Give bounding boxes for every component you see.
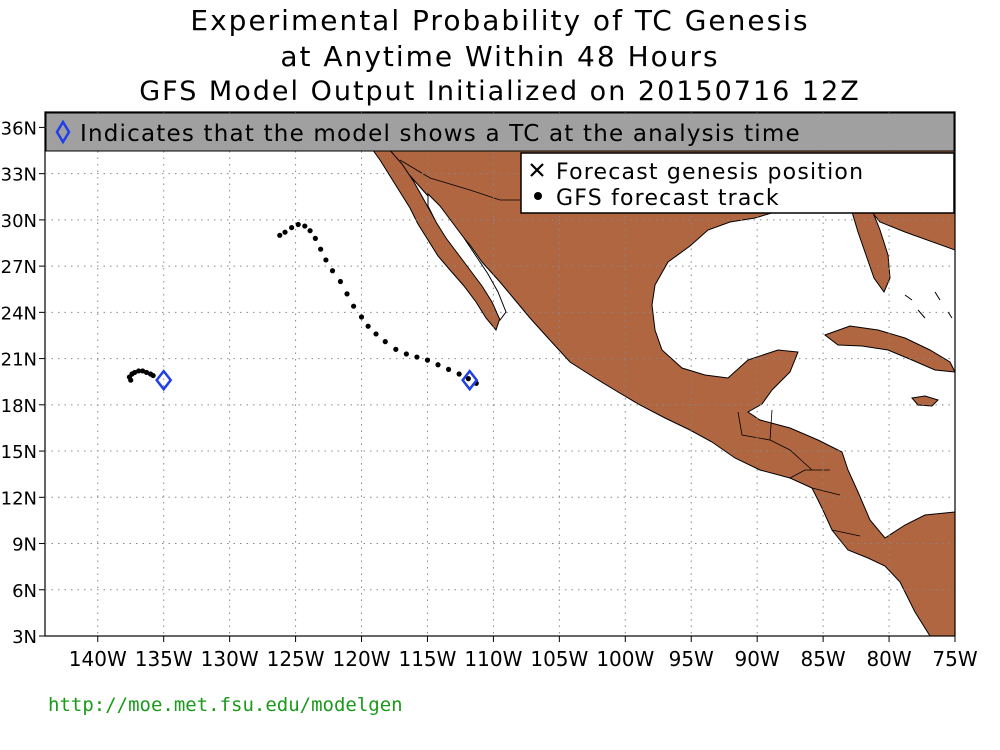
track-point: [358, 314, 365, 320]
land-jamaica: [911, 395, 939, 407]
title-line-3: GFS Model Output Initialized on 20150716…: [139, 76, 861, 107]
lat-tick-label: 9N: [12, 535, 37, 556]
legend-genesis-label: Forecast genesis position: [556, 160, 864, 185]
legend: Forecast genesis position GFS forecast t…: [520, 152, 955, 214]
analysis-tc-markers: [155, 369, 479, 392]
track-point: [373, 331, 379, 337]
analysis-tc-diamond: [155, 369, 173, 392]
latitude-tick-labels: 3N 6N 9N 12N 15N 18N 21N 24N 27N 30N 33N 36N: [1, 118, 37, 648]
track-point: [435, 362, 441, 368]
lon-tick-label: 120W: [333, 647, 391, 671]
footer-url[interactable]: http://moe.met.fsu.edu/modelgen: [48, 694, 403, 716]
lon-tick-label: 140W: [69, 647, 127, 671]
lon-tick-label: 130W: [201, 647, 259, 671]
lon-tick-label: 95W: [669, 647, 714, 671]
track-point: [365, 323, 371, 329]
lon-tick-label: 75W: [932, 647, 977, 671]
track-point: [143, 369, 150, 376]
track-point: [344, 291, 350, 297]
track-point: [132, 369, 138, 376]
track-point: [307, 228, 313, 234]
track-point: [139, 368, 146, 374]
track-point: [403, 351, 409, 357]
track-point: [150, 372, 156, 379]
lat-tick-label: 33N: [1, 165, 37, 186]
track-point: [289, 224, 295, 231]
analysis-banner: Indicates that the model shows a TC at t…: [45, 112, 955, 152]
cross-icon: [530, 163, 544, 177]
legend-box: [520, 152, 955, 214]
grid-lines: [39, 112, 956, 642]
title-line-2: at Anytime Within 48 Hours: [280, 40, 720, 73]
track-point: [282, 229, 288, 235]
land-layer: [354, 112, 955, 636]
track-point: [382, 339, 388, 345]
track-point: [136, 368, 142, 374]
forecast-tracks: [126, 221, 479, 386]
land-cuba: [823, 325, 955, 373]
track-point: [445, 366, 452, 372]
land-baja-california: [369, 135, 501, 332]
legend-track-label: GFS forecast track: [556, 186, 780, 211]
land-florida: [851, 199, 891, 294]
lon-tick-label: 105W: [530, 647, 588, 671]
track-point: [323, 257, 329, 263]
lon-tick-label: 115W: [398, 647, 456, 671]
lat-tick-label: 3N: [12, 627, 37, 648]
track-point: [295, 221, 301, 228]
track-point: [277, 232, 283, 238]
lat-tick-label: 36N: [1, 118, 37, 139]
land-north-america: [354, 112, 955, 636]
lat-tick-label: 24N: [1, 303, 37, 324]
lat-tick-label: 18N: [1, 396, 37, 417]
gulf-of-california: [427, 192, 507, 321]
lat-tick-label: 6N: [12, 581, 37, 602]
lon-tick-label: 135W: [135, 647, 193, 671]
lon-tick-label: 100W: [596, 647, 654, 671]
dot-icon: [534, 192, 542, 200]
lon-tick-label: 125W: [267, 647, 325, 671]
title-line-1: Experimental Probability of TC Genesis: [190, 4, 810, 37]
longitude-tick-labels: 140W 135W 130W 125W 120W 115W 110W 105W 100W 95W 9…: [69, 647, 978, 671]
lat-tick-label: 30N: [1, 211, 37, 232]
track-point: [329, 268, 336, 274]
track-point: [318, 246, 324, 252]
plot-frame: [44, 111, 956, 637]
lon-tick-label: 85W: [800, 647, 845, 671]
lat-tick-label: 12N: [1, 488, 37, 509]
track-point: [337, 278, 344, 285]
lat-tick-label: 15N: [1, 442, 37, 463]
lon-tick-label: 90W: [735, 647, 780, 671]
lon-tick-label: 80W: [866, 647, 911, 671]
track-point: [456, 371, 462, 377]
lon-tick-label: 110W: [464, 647, 522, 671]
banner-text: Indicates that the model shows a TC at t…: [80, 121, 801, 147]
track-point: [302, 223, 308, 229]
land-bahamas: [904, 291, 953, 319]
country-borders: [399, 159, 861, 537]
track-point: [312, 235, 318, 241]
track-point: [414, 354, 420, 360]
track-point: [351, 303, 357, 309]
diamond-icon: [55, 119, 71, 145]
lat-tick-label: 27N: [1, 257, 37, 278]
track-point: [424, 357, 431, 363]
analysis-tc-diamond: [461, 369, 479, 392]
track-point: [393, 346, 399, 352]
banner-background: [45, 112, 955, 152]
lat-tick-label: 21N: [1, 350, 37, 371]
track-point: [465, 376, 471, 382]
